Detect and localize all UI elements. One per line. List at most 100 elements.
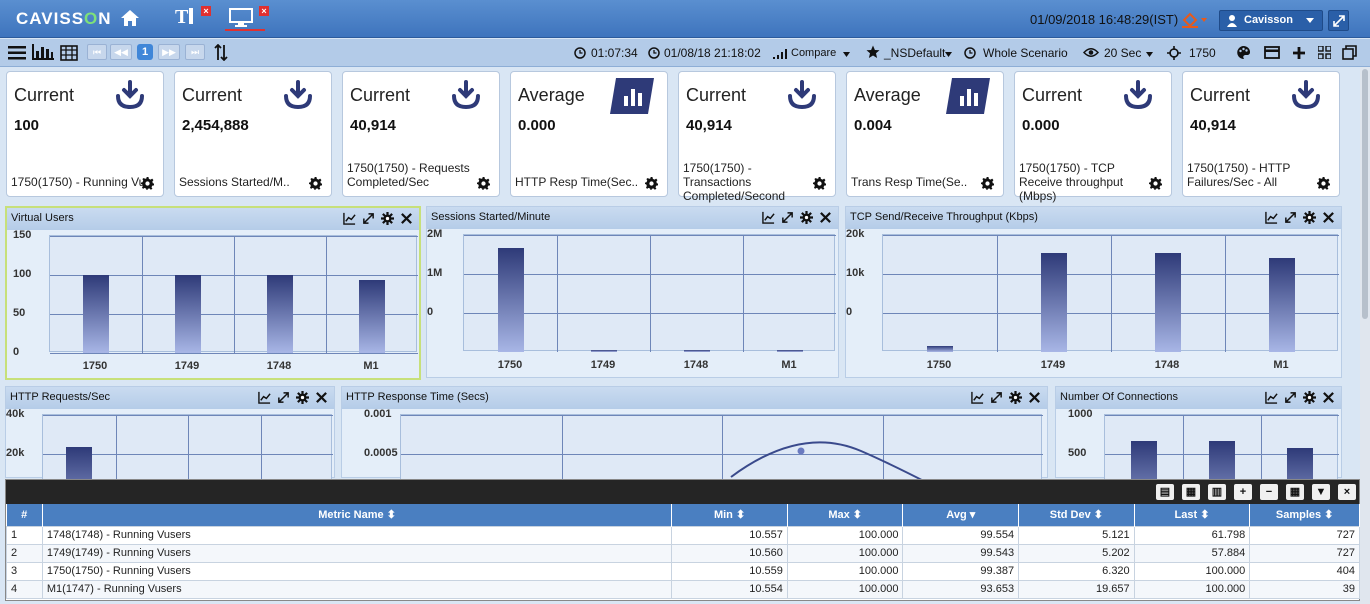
table-row[interactable]: 3 1750(1750) - Running Vusers 10.559 100.00…: [6, 561, 1360, 581]
sort-icon[interactable]: [214, 44, 228, 61]
generator-selector[interactable]: 1750: [1189, 46, 1216, 60]
page-number[interactable]: 1: [137, 44, 153, 60]
gear-icon[interactable]: [296, 391, 309, 404]
close-tab-icon[interactable]: ×: [201, 6, 211, 16]
gear-icon[interactable]: [981, 177, 994, 190]
bar-chart-view-icon[interactable]: [32, 44, 54, 60]
column-header[interactable]: Max ⬍: [787, 504, 904, 526]
columns-button[interactable]: ▦: [1286, 484, 1304, 500]
export-word-button[interactable]: ▥: [1208, 484, 1226, 500]
gear-icon[interactable]: [141, 177, 154, 190]
close-icon[interactable]: [315, 391, 328, 404]
close-icon[interactable]: [819, 211, 832, 224]
next-page-button[interactable]: ▶▶: [158, 44, 180, 60]
maximize-icon[interactable]: [277, 391, 290, 404]
favorite-dropdown[interactable]: _NSDefault: [884, 46, 946, 60]
sort-icon[interactable]: ⬍: [732, 509, 746, 522]
chart-panel-http-response-time[interactable]: HTTP Response Time (Secs) 0.001 0.0005: [341, 386, 1048, 532]
add-widget-icon[interactable]: [1292, 46, 1306, 60]
add-row-button[interactable]: +: [1234, 484, 1252, 500]
chart-panel-http-requests[interactable]: HTTP Requests/Sec 40k 20k: [5, 386, 335, 532]
chart-bar[interactable]: [777, 350, 803, 352]
maximize-icon[interactable]: [1284, 211, 1297, 224]
first-page-button[interactable]: ⏮: [87, 44, 107, 60]
sort-icon[interactable]: ⬍: [383, 509, 396, 522]
gear-icon[interactable]: [800, 211, 813, 224]
sort-icon[interactable]: ⬍: [1321, 509, 1334, 522]
sort-desc-icon[interactable]: ▾: [966, 509, 976, 522]
column-header[interactable]: Last ⬍: [1134, 504, 1251, 526]
chart-bar[interactable]: [927, 346, 953, 352]
gear-icon[interactable]: [1317, 177, 1330, 190]
caret-down-icon[interactable]: [843, 52, 850, 57]
line-chart-icon[interactable]: [343, 212, 356, 225]
kpi-card[interactable]: Current 40,914 1750(1750) - Transactions C…: [678, 71, 836, 203]
kpi-card[interactable]: Current 2,454,888 Sessions Started/M..: [174, 71, 332, 197]
close-icon[interactable]: [1028, 391, 1041, 404]
crosshair-icon[interactable]: [1167, 46, 1181, 60]
gear-icon[interactable]: [1009, 391, 1022, 404]
close-icon[interactable]: [1322, 211, 1335, 224]
close-icon[interactable]: [1322, 391, 1335, 404]
sort-icon[interactable]: ⬍: [1090, 509, 1103, 522]
tab-monitor[interactable]: ×: [225, 6, 269, 31]
gear-icon[interactable]: [381, 212, 394, 225]
column-header[interactable]: Std Dev ⬍: [1018, 504, 1135, 526]
kpi-card[interactable]: Current 100 1750(1750) - Running Vusers: [6, 71, 164, 197]
column-header[interactable]: Metric Name ⬍: [42, 504, 673, 526]
chart-panel-sessions-started[interactable]: Sessions Started/Minute 2M 1M 0 1750 1749 174…: [426, 206, 839, 378]
close-icon[interactable]: [400, 212, 413, 225]
grid-layout-icon[interactable]: [1318, 46, 1331, 59]
column-header[interactable]: Samples ⬍: [1249, 504, 1360, 526]
vertical-scrollbar[interactable]: [1360, 67, 1370, 604]
table-row[interactable]: 1 1748(1748) - Running Vusers 10.557 100.00…: [6, 525, 1360, 545]
kpi-card[interactable]: Current 0.000 1750(1750) - TCP Receive thr…: [1014, 71, 1172, 203]
gear-icon[interactable]: [813, 177, 826, 190]
time-period-selector[interactable]: Whole Scenario: [983, 46, 1068, 60]
star-icon[interactable]: [866, 45, 880, 59]
chart-bar[interactable]: [684, 350, 710, 352]
line-chart-icon[interactable]: [258, 391, 271, 404]
refresh-interval-dropdown[interactable]: 20 Sec: [1104, 46, 1142, 60]
chart-panel-virtual-users[interactable]: Virtual Users 150 100 50 0 1750 1749 1748 M1: [5, 206, 421, 380]
chart-bar[interactable]: [1269, 258, 1295, 352]
gear-icon[interactable]: [477, 177, 490, 190]
line-chart-icon[interactable]: [1265, 211, 1278, 224]
table-view-icon[interactable]: [60, 45, 78, 61]
maximize-icon[interactable]: [1284, 391, 1297, 404]
gear-icon[interactable]: [1303, 211, 1316, 224]
chart-bar[interactable]: [175, 275, 201, 353]
kpi-card[interactable]: Current 40,914 1750(1750) - HTTP Failures/…: [1182, 71, 1340, 197]
maximize-icon[interactable]: [781, 211, 794, 224]
sort-icon[interactable]: ⬍: [849, 509, 863, 522]
last-page-button[interactable]: ⏭: [185, 44, 205, 60]
menu-icon[interactable]: [8, 46, 26, 60]
export-pdf-button[interactable]: ▤: [1156, 484, 1174, 500]
palette-icon[interactable]: [1236, 45, 1251, 60]
chart-panel-connections[interactable]: Number Of Connections 1000 500: [1055, 386, 1342, 532]
fullscreen-button[interactable]: [1328, 10, 1349, 31]
copy-window-icon[interactable]: [1342, 45, 1357, 60]
user-menu-button[interactable]: Cavisson: [1219, 10, 1323, 31]
maximize-icon[interactable]: [990, 391, 1003, 404]
gear-icon[interactable]: [1149, 177, 1162, 190]
chart-bar[interactable]: [498, 248, 524, 352]
close-tab-icon[interactable]: ×: [259, 6, 269, 16]
line-chart-icon[interactable]: [971, 391, 984, 404]
prev-page-button[interactable]: ◀◀: [110, 44, 132, 60]
caret-down-icon[interactable]: [1146, 52, 1153, 57]
tab-tier[interactable]: T ×: [175, 6, 211, 30]
export-excel-button[interactable]: ▦: [1182, 484, 1200, 500]
gear-icon[interactable]: [645, 177, 658, 190]
scrollbar-thumb[interactable]: [1362, 69, 1368, 319]
compare-dropdown[interactable]: Compare: [791, 47, 837, 59]
kpi-card[interactable]: Average 0.000 HTTP Resp Time(Sec..: [510, 71, 668, 197]
kpi-card[interactable]: Average 0.004 Trans Resp Time(Se..: [846, 71, 1004, 197]
chart-bar[interactable]: [83, 275, 109, 353]
kpi-card[interactable]: Current 40,914 1750(1750) - Requests Compl…: [342, 71, 500, 197]
table-row[interactable]: 2 1749(1749) - Running Vusers 10.560 100.00…: [6, 543, 1360, 563]
chart-bar[interactable]: [591, 350, 617, 352]
sort-icon[interactable]: ⬍: [1197, 509, 1210, 522]
line-chart-icon[interactable]: [762, 211, 775, 224]
home-icon[interactable]: [119, 8, 141, 28]
